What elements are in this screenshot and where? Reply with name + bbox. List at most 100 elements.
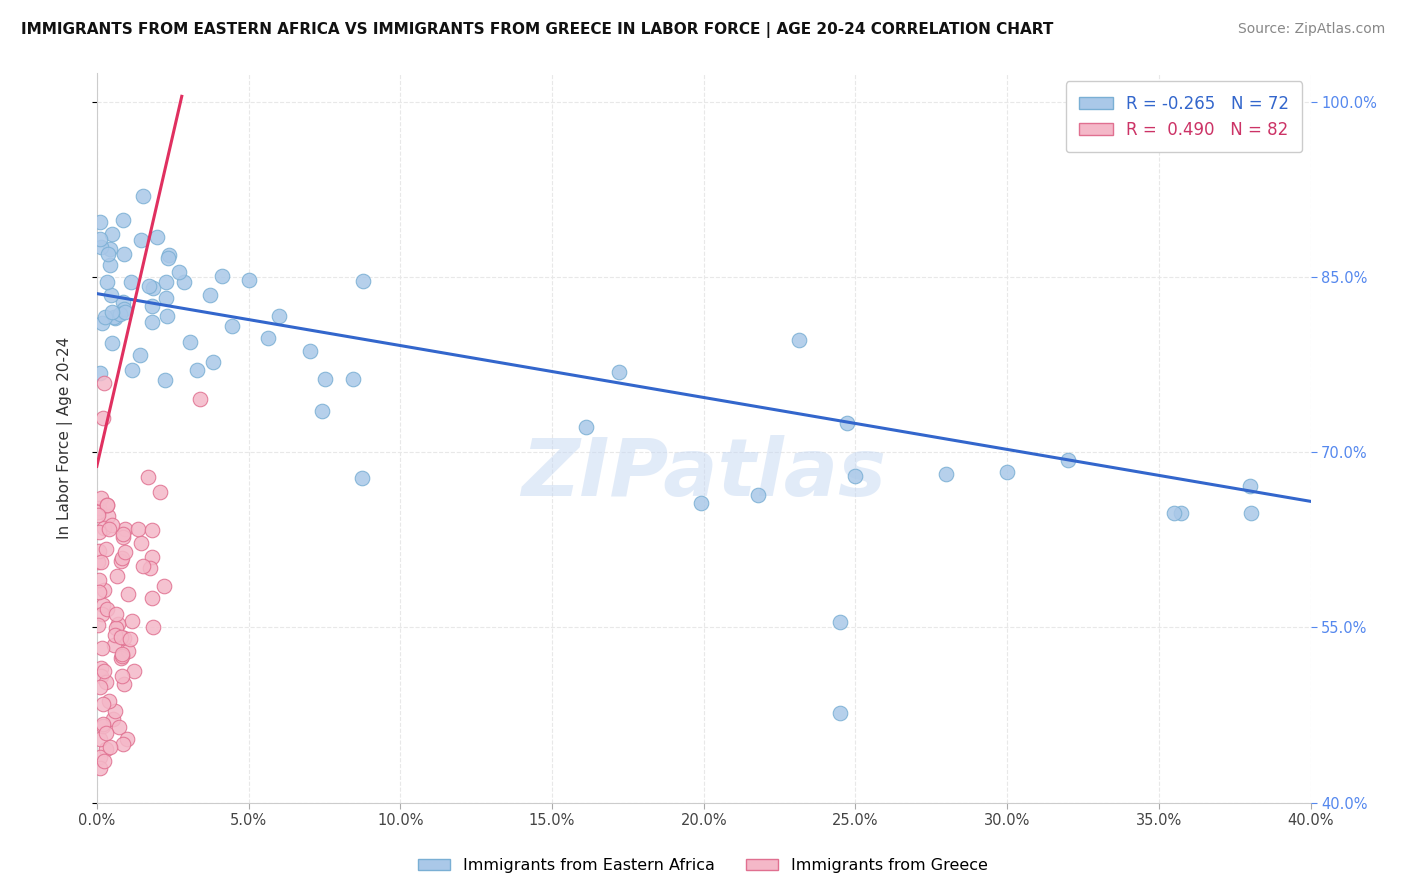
Point bbox=[91, 717, 114, 731]
Point bbox=[350, 471, 373, 485]
Point bbox=[89, 525, 111, 540]
Point bbox=[155, 310, 177, 324]
Point bbox=[747, 488, 769, 502]
Point bbox=[87, 508, 110, 523]
Point bbox=[111, 530, 134, 544]
Point bbox=[98, 739, 121, 754]
Point bbox=[995, 465, 1018, 479]
Point bbox=[112, 677, 135, 691]
Point bbox=[202, 355, 225, 369]
Point bbox=[93, 754, 115, 768]
Point bbox=[114, 545, 136, 559]
Point bbox=[89, 760, 111, 774]
Point bbox=[93, 719, 115, 733]
Legend: R = -0.265   N = 72, R =  0.490   N = 82: R = -0.265 N = 72, R = 0.490 N = 82 bbox=[1066, 81, 1302, 153]
Point bbox=[100, 518, 122, 533]
Point bbox=[93, 310, 115, 325]
Point bbox=[128, 348, 150, 362]
Point bbox=[112, 302, 135, 317]
Point bbox=[115, 731, 138, 746]
Point bbox=[141, 523, 163, 537]
Point bbox=[105, 621, 128, 635]
Point bbox=[108, 720, 131, 734]
Point bbox=[97, 694, 120, 708]
Point bbox=[90, 491, 112, 506]
Point bbox=[97, 508, 120, 523]
Point bbox=[155, 275, 177, 289]
Point bbox=[103, 310, 125, 325]
Point bbox=[87, 505, 110, 519]
Point bbox=[89, 367, 111, 381]
Point bbox=[1057, 452, 1080, 467]
Point bbox=[153, 373, 176, 387]
Point bbox=[173, 275, 195, 289]
Point bbox=[101, 712, 124, 726]
Point bbox=[104, 704, 127, 718]
Point bbox=[98, 258, 121, 272]
Point bbox=[89, 749, 111, 764]
Point bbox=[100, 288, 122, 302]
Point bbox=[141, 591, 163, 605]
Point bbox=[101, 227, 124, 242]
Point bbox=[93, 664, 115, 678]
Point bbox=[112, 247, 135, 261]
Point bbox=[96, 498, 118, 512]
Point bbox=[132, 188, 155, 202]
Point bbox=[96, 542, 118, 557]
Point bbox=[89, 731, 111, 746]
Point bbox=[129, 536, 152, 550]
Point bbox=[120, 632, 142, 646]
Point bbox=[94, 725, 117, 739]
Point bbox=[221, 319, 243, 334]
Point bbox=[111, 647, 134, 661]
Text: IMMIGRANTS FROM EASTERN AFRICA VS IMMIGRANTS FROM GREECE IN LABOR FORCE | AGE 20: IMMIGRANTS FROM EASTERN AFRICA VS IMMIGR… bbox=[21, 22, 1053, 38]
Point bbox=[120, 275, 142, 289]
Point bbox=[90, 240, 112, 254]
Point bbox=[311, 403, 333, 417]
Point bbox=[111, 295, 134, 310]
Point bbox=[90, 669, 112, 683]
Point bbox=[132, 559, 155, 574]
Point bbox=[1239, 478, 1261, 492]
Point bbox=[111, 212, 134, 227]
Point bbox=[110, 630, 132, 644]
Point bbox=[575, 420, 598, 434]
Point bbox=[101, 336, 124, 351]
Point bbox=[141, 315, 163, 329]
Point bbox=[97, 522, 120, 536]
Point bbox=[96, 498, 118, 512]
Point bbox=[1170, 506, 1192, 520]
Point bbox=[111, 668, 134, 682]
Point bbox=[111, 550, 134, 565]
Point bbox=[935, 467, 957, 481]
Point bbox=[104, 311, 127, 326]
Point bbox=[104, 628, 127, 642]
Point bbox=[93, 598, 115, 612]
Point bbox=[198, 288, 221, 302]
Point bbox=[179, 335, 201, 350]
Point bbox=[689, 496, 711, 510]
Point bbox=[1240, 506, 1263, 520]
Point bbox=[110, 554, 132, 568]
Point bbox=[91, 640, 114, 655]
Point bbox=[89, 680, 111, 694]
Point bbox=[91, 697, 114, 711]
Point bbox=[148, 484, 170, 499]
Point bbox=[844, 468, 866, 483]
Point bbox=[314, 372, 336, 386]
Point bbox=[835, 416, 858, 430]
Point bbox=[114, 522, 136, 536]
Point bbox=[127, 522, 149, 536]
Point bbox=[87, 574, 110, 588]
Point bbox=[830, 706, 852, 720]
Point bbox=[90, 607, 112, 622]
Point bbox=[90, 555, 112, 569]
Point bbox=[103, 638, 125, 652]
Point bbox=[607, 365, 630, 379]
Point bbox=[117, 587, 139, 601]
Point bbox=[138, 279, 160, 293]
Point bbox=[122, 664, 145, 678]
Point bbox=[157, 248, 180, 262]
Point bbox=[211, 268, 233, 283]
Y-axis label: In Labor Force | Age 20-24: In Labor Force | Age 20-24 bbox=[58, 336, 73, 539]
